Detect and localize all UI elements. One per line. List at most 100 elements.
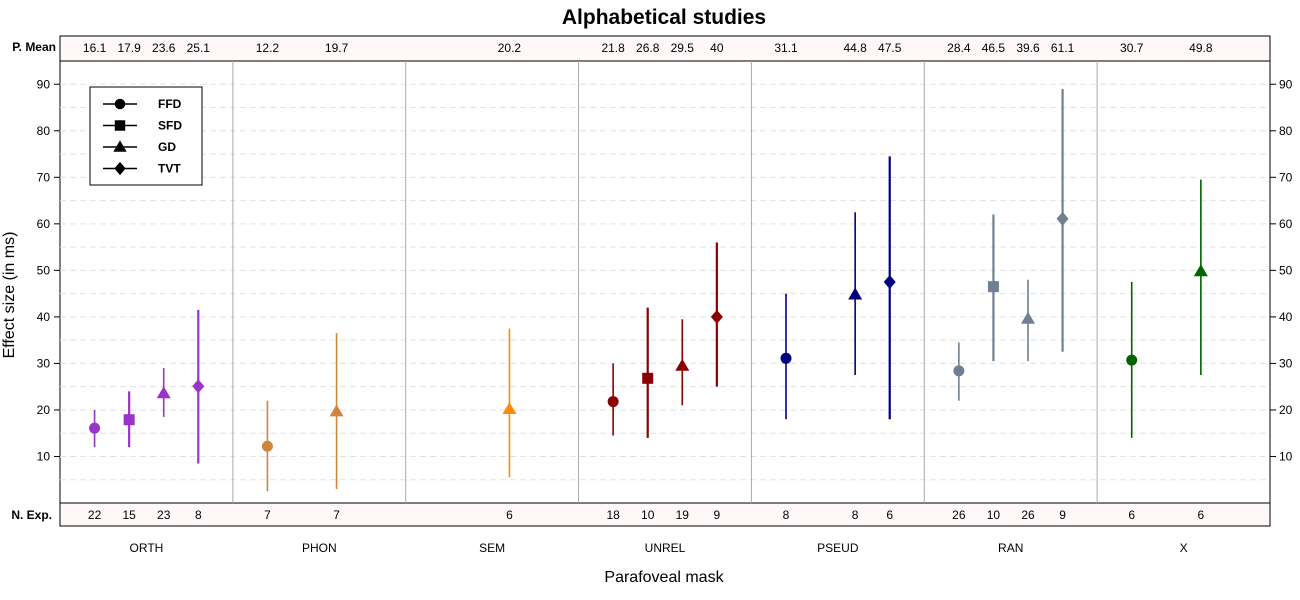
y-tick-label-right: 10 bbox=[1279, 449, 1293, 463]
data-point bbox=[89, 422, 101, 434]
y-tick-label-left: 90 bbox=[37, 77, 51, 91]
n-label: 9 bbox=[714, 508, 721, 522]
mean-label: 26.8 bbox=[636, 41, 660, 55]
y-tick-label-right: 40 bbox=[1279, 310, 1293, 324]
n-label: 7 bbox=[333, 508, 340, 522]
n-label: 9 bbox=[1059, 508, 1066, 522]
bottom-strip-label: N. Exp. bbox=[11, 508, 52, 522]
chart-title: Alphabetical studies bbox=[562, 6, 766, 29]
top-strip bbox=[59, 35, 1271, 62]
data-point bbox=[953, 365, 965, 377]
plot-frame bbox=[59, 60, 1271, 504]
n-label: 10 bbox=[641, 508, 655, 522]
data-point bbox=[607, 396, 619, 408]
data-point bbox=[710, 309, 723, 324]
data-point bbox=[987, 281, 999, 293]
mean-label: 29.5 bbox=[671, 41, 695, 55]
n-label: 22 bbox=[88, 508, 102, 522]
legend-marker bbox=[114, 120, 126, 131]
n-label: 7 bbox=[264, 508, 271, 522]
y-tick-label-left: 40 bbox=[37, 310, 51, 324]
data-point bbox=[502, 402, 517, 415]
data-point bbox=[1056, 211, 1069, 226]
mean-label: 25.1 bbox=[187, 41, 211, 55]
n-label: 8 bbox=[783, 508, 790, 522]
mean-label: 28.4 bbox=[947, 41, 971, 55]
n-label: 6 bbox=[1128, 508, 1135, 522]
y-tick-label-right: 50 bbox=[1279, 263, 1293, 277]
y-tick-label-left: 80 bbox=[37, 124, 51, 138]
n-label: 8 bbox=[195, 508, 202, 522]
legend-marker bbox=[113, 140, 127, 152]
x-tick-label: ORTH bbox=[130, 541, 164, 555]
mean-label: 16.1 bbox=[83, 41, 107, 55]
mean-label: 47.5 bbox=[878, 41, 902, 55]
mean-label: 30.7 bbox=[1120, 41, 1144, 55]
n-label: 6 bbox=[1198, 508, 1205, 522]
mean-label: 19.7 bbox=[325, 41, 349, 55]
n-label: 19 bbox=[676, 508, 690, 522]
mean-label: 49.8 bbox=[1189, 41, 1213, 55]
x-tick-label: UNREL bbox=[645, 541, 686, 555]
n-label: 23 bbox=[157, 508, 171, 522]
x-tick-label: SEM bbox=[479, 541, 505, 555]
bottom-strip bbox=[59, 502, 1271, 527]
n-label: 26 bbox=[1021, 508, 1035, 522]
data-point bbox=[780, 352, 792, 364]
data-point bbox=[1021, 311, 1035, 324]
data-point bbox=[642, 372, 654, 384]
mean-label: 23.6 bbox=[152, 41, 176, 55]
x-tick-label: RAN bbox=[998, 541, 1023, 555]
y-tick-label-left: 20 bbox=[37, 403, 51, 417]
n-label: 26 bbox=[952, 508, 966, 522]
data-point bbox=[848, 287, 863, 300]
n-label: 10 bbox=[987, 508, 1001, 522]
n-label: 8 bbox=[852, 508, 859, 522]
data-point bbox=[1193, 264, 1208, 277]
x-tick-label: PHON bbox=[302, 541, 337, 555]
y-tick-label-left: 30 bbox=[37, 356, 51, 370]
y-tick-label-right: 70 bbox=[1279, 170, 1293, 184]
mean-label: 39.6 bbox=[1016, 41, 1040, 55]
legend-marker bbox=[114, 98, 126, 110]
mean-label: 44.8 bbox=[843, 41, 867, 55]
data-point bbox=[883, 275, 896, 289]
data-point bbox=[1126, 354, 1138, 366]
top-strip-label: P. Mean bbox=[12, 40, 56, 54]
y-tick-label-right: 90 bbox=[1279, 77, 1293, 91]
y-tick-label-left: 60 bbox=[37, 217, 51, 231]
mean-label: 61.1 bbox=[1051, 41, 1075, 55]
mean-label: 40 bbox=[710, 41, 724, 55]
legend-label: TVT bbox=[158, 162, 181, 176]
data-point bbox=[192, 379, 205, 394]
y-tick-label-right: 30 bbox=[1279, 356, 1293, 370]
legend bbox=[89, 86, 203, 186]
n-label: 6 bbox=[506, 508, 513, 522]
y-tick-label-right: 80 bbox=[1279, 124, 1293, 138]
y-tick-label-right: 20 bbox=[1279, 403, 1293, 417]
data-point bbox=[329, 404, 344, 417]
y-tick-label-left: 50 bbox=[37, 263, 51, 277]
y-tick-label-left: 70 bbox=[37, 170, 51, 184]
mean-label: 12.2 bbox=[256, 41, 280, 55]
n-label: 18 bbox=[606, 508, 620, 522]
x-axis-label: Parafoveal mask bbox=[604, 569, 724, 586]
data-point bbox=[123, 414, 135, 426]
mean-label: 20.2 bbox=[498, 41, 522, 55]
data-point bbox=[261, 440, 273, 452]
legend-label: SFD bbox=[158, 119, 182, 133]
mean-label: 21.8 bbox=[601, 41, 625, 55]
legend-marker bbox=[114, 161, 126, 176]
x-tick-label: X bbox=[1180, 541, 1188, 555]
mean-label: 17.9 bbox=[117, 41, 141, 55]
data-point bbox=[675, 358, 690, 371]
legend-label: FFD bbox=[158, 97, 182, 111]
y-axis-label: Effect size (in ms) bbox=[1, 232, 18, 359]
x-tick-label: PSEUD bbox=[817, 541, 859, 555]
y-tick-label-right: 60 bbox=[1279, 217, 1293, 231]
n-label: 6 bbox=[886, 508, 893, 522]
data-point bbox=[156, 386, 171, 399]
legend-label: GD bbox=[158, 140, 176, 154]
mean-label: 46.5 bbox=[982, 41, 1006, 55]
